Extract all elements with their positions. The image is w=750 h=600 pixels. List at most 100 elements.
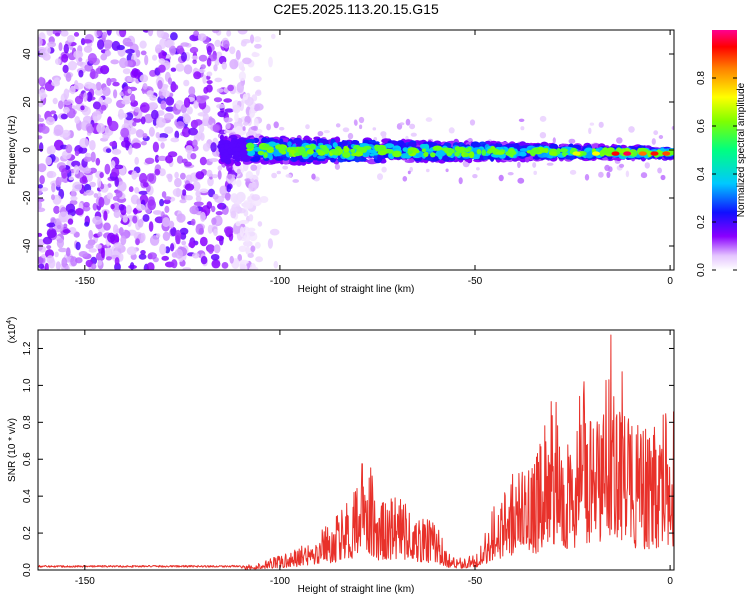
spectrogram-cell [71,160,81,168]
spectrogram-cell [532,156,541,160]
spectrogram-cell [242,226,250,234]
spectrogram-cell [392,150,402,158]
spectrogram-cell [106,30,112,36]
spectrogram-cell [257,150,265,156]
spectrogram-cell [42,236,53,245]
spectrogram-cell [234,125,243,136]
spectrogram-cell [413,149,420,154]
spectrogram-cell [271,33,276,40]
spectrogram-hotspot [623,151,632,156]
spectrogram-cell [186,106,193,115]
spectrogram-cell [240,155,250,162]
spectrogram-cell [543,147,549,153]
spectrogram-cell [495,151,505,155]
spectrogram-cell [386,149,394,154]
spectrogram-cell [253,75,262,83]
spectrogram-cell [255,256,263,263]
spectrogram-cell [227,84,235,92]
spectrogram-cell [399,122,405,126]
spectrogram-cell [423,151,429,157]
spectrogram-cell [111,148,122,155]
spectrogram-cell [152,118,157,126]
spectrogram-cell [98,196,105,208]
spectrogram-cell [152,210,162,215]
spectrogram-cell [149,235,160,246]
spectrogram-cell [402,154,412,159]
spectrogram-cell [269,228,280,236]
spectrogram-cell [38,117,45,123]
spectrogram-cell [200,64,206,70]
spectrogram-cell [107,232,116,243]
spectrogram-cell [129,262,135,270]
spectrogram-cell [250,164,258,171]
spectrogram-cell [584,174,590,181]
spectrogram-cell [584,152,594,159]
y-tick-label: 0.8 [22,415,33,429]
spectrogram-cell [38,232,43,237]
spectrogram-cell [164,205,170,213]
spectrogram-cell [135,238,140,246]
spectrogram-cell [99,172,104,179]
spectrogram-cell [230,193,239,203]
spectrogram-cell [38,135,43,140]
spectrogram-cell [245,246,251,255]
spectrogram-cell [118,227,124,236]
spectrogram-cell [104,163,111,175]
spectrogram-cell [83,92,88,102]
spectrogram-cell [426,168,430,173]
spectrogram-cell [224,108,234,113]
spectrogram-cell [120,127,130,138]
spectrogram-cell [158,58,166,64]
spectrogram-cell [163,199,171,205]
spectrogram-cell [251,194,261,201]
spectrogram-cell [242,126,246,131]
spectrogram-cell [139,172,148,184]
spectrogram-cell [608,166,613,173]
spectrogram-cell [142,133,148,139]
spectrogram-cell [183,79,190,87]
spectrogram-cell [396,140,405,146]
spectrogram-cell [137,219,144,228]
spectrogram-cell [219,185,228,196]
spectrogram-cell [206,45,212,56]
spectrogram-cell [65,144,73,154]
spectrogram-cell [598,121,604,128]
x-tick-label: 0 [667,276,673,287]
spectrogram-cell [156,233,161,238]
spectrogram-cell [52,97,58,105]
spectrogram-cell [425,117,433,122]
spectrogram-cell [88,248,97,253]
spectrogram-cell [192,139,198,148]
spectrogram-cell [542,153,547,158]
spectrogram-cell [192,59,197,65]
spectrogram-cell [518,118,525,123]
spectrogram-cell [294,152,300,157]
spectrogram-cell [38,197,45,203]
spectrogram-cell [468,151,475,159]
spectrogram-cell [223,117,233,123]
spectrogram-cell [170,226,177,237]
spectrogram-cell [426,148,434,152]
spectrogram-cell [135,203,146,211]
spectrogram-cell [144,54,149,66]
spectrogram-cell [472,174,478,179]
spectrogram-cell [228,143,237,148]
spectrogram-cell [235,221,241,227]
spectrogram-cell [657,150,664,157]
spectrogram-cell [188,86,196,96]
spectrogram-cell [122,68,131,75]
spectrogram-cell [50,110,57,115]
spectrogram-cell [65,72,72,82]
x-tick-label: 0 [667,576,673,587]
spectrogram-cell [92,203,98,211]
spectrogram-cell [250,126,257,131]
spectrogram-cell [38,263,45,269]
spectrogram-cell [119,57,128,69]
spectrogram-cell [470,141,481,149]
spectrogram-cell [83,156,92,162]
spectrogram-cell [158,64,166,73]
spectrogram-cell [226,174,233,180]
spectrogram-cell [658,135,664,139]
spectrogram-cell [170,137,180,143]
spectrogram-cell [38,114,42,119]
